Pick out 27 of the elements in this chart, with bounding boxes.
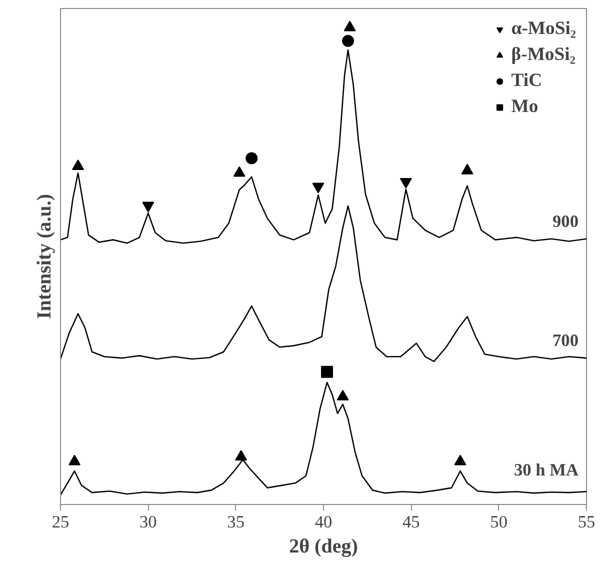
point: [246, 152, 258, 164]
x-tick-label: 40: [314, 512, 332, 532]
legend-label: Mo: [511, 96, 538, 118]
point: [454, 454, 466, 466]
point: [342, 34, 354, 47]
x-axis-title: 2θ (deg): [289, 536, 358, 558]
legend-label: α-MoSi₂: [511, 18, 576, 40]
point: [336, 390, 349, 400]
x-tick-label: 55: [578, 512, 596, 532]
x-tick-label: 25: [52, 512, 70, 532]
point: [235, 450, 248, 460]
x-tick-label: 50: [490, 512, 508, 532]
point: [68, 454, 81, 466]
point: [461, 164, 474, 174]
y-axis-title: Intensity (a.u.): [34, 194, 56, 320]
point: [72, 160, 84, 170]
series-label: 700: [552, 331, 579, 350]
series-label: 900: [552, 212, 579, 231]
point: [321, 366, 334, 378]
x-tick-label: 35: [227, 512, 244, 532]
series-label: 30 h MA: [514, 460, 579, 480]
legend-label: β-MoSi₂: [511, 44, 576, 66]
x-tick-label: 30: [140, 512, 157, 532]
point: [233, 166, 246, 177]
x-tick-label: 45: [402, 512, 420, 532]
legend-label: TiC: [511, 70, 542, 92]
point: [344, 20, 356, 32]
